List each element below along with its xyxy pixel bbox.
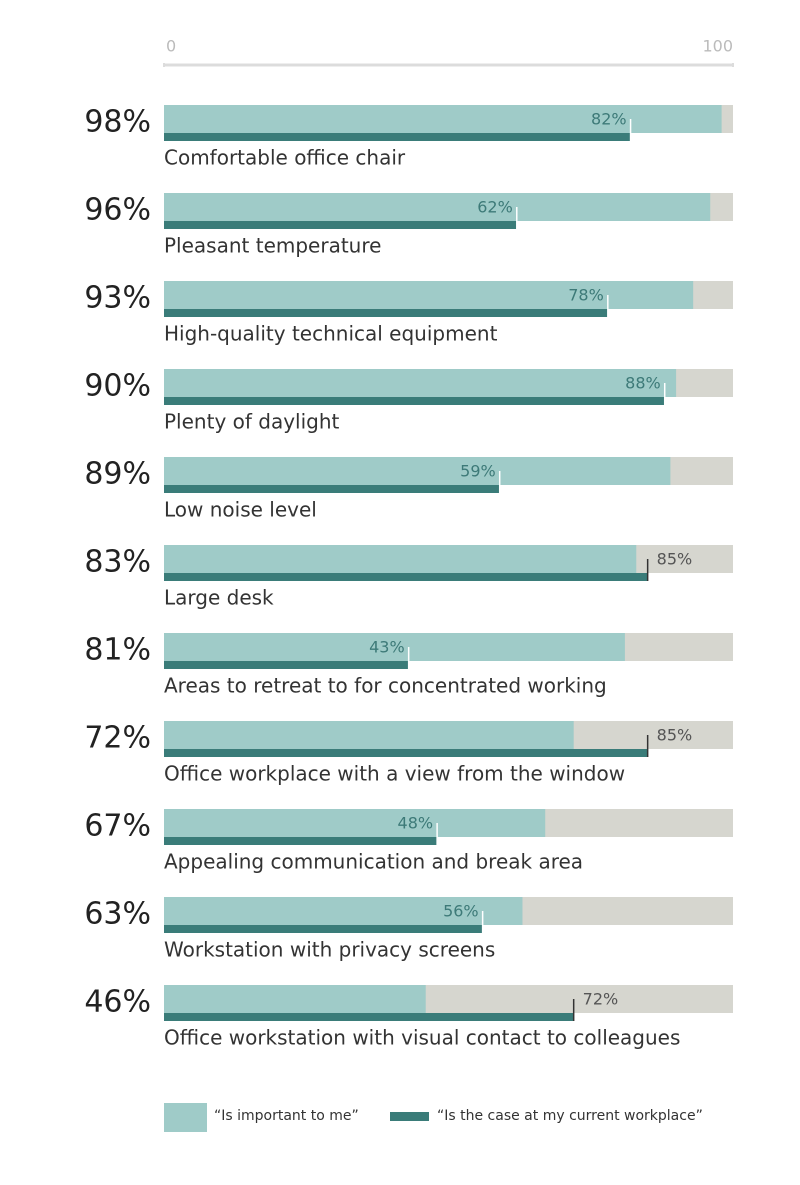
data-label: 59% bbox=[460, 462, 496, 481]
legend-swatch bbox=[164, 1103, 207, 1132]
data-label: 72% bbox=[583, 990, 619, 1009]
data-label: 82% bbox=[591, 110, 627, 129]
bar bbox=[164, 397, 665, 405]
bar bbox=[164, 1013, 574, 1021]
bar bbox=[164, 985, 426, 1013]
data-label: 85% bbox=[657, 726, 693, 745]
data-label: 43% bbox=[369, 638, 405, 657]
bar bbox=[164, 897, 523, 925]
legend-label: “Is important to me” bbox=[214, 1108, 359, 1124]
bar bbox=[164, 457, 671, 485]
data-label: 46% bbox=[84, 985, 151, 1020]
bar bbox=[164, 721, 574, 749]
bar bbox=[164, 485, 500, 493]
category-label: Plenty of daylight bbox=[164, 410, 340, 434]
data-label: 98% bbox=[84, 105, 151, 140]
category-label: Comfortable office chair bbox=[164, 146, 406, 170]
data-label: 56% bbox=[443, 902, 479, 921]
data-label: 89% bbox=[84, 457, 151, 492]
bar bbox=[164, 633, 625, 661]
data-label: 72% bbox=[84, 721, 151, 756]
bar bbox=[164, 573, 648, 581]
data-label: 83% bbox=[84, 545, 151, 580]
bar bbox=[164, 369, 677, 397]
category-label: Office workstation with visual contact t… bbox=[164, 1026, 680, 1050]
category-label: Appealing communication and break area bbox=[164, 850, 583, 874]
category-label: Low noise level bbox=[164, 498, 317, 522]
bar bbox=[164, 105, 722, 133]
x-tick-label: 0 bbox=[166, 37, 176, 56]
bar bbox=[164, 221, 517, 229]
category-label: Office workplace with a view from the wi… bbox=[164, 762, 625, 786]
bar bbox=[164, 545, 637, 573]
data-label: 67% bbox=[84, 809, 151, 844]
bar bbox=[164, 309, 608, 317]
data-label: 62% bbox=[477, 198, 513, 217]
bar bbox=[164, 809, 546, 837]
legend-swatch bbox=[390, 1112, 429, 1121]
category-label: Workstation with privacy screens bbox=[164, 938, 495, 962]
data-label: 48% bbox=[398, 814, 434, 833]
bar bbox=[164, 925, 483, 933]
data-label: 90% bbox=[84, 369, 151, 404]
category-label: Pleasant temperature bbox=[164, 234, 381, 258]
data-label: 85% bbox=[657, 550, 693, 569]
legend-label: “Is the case at my current workplace” bbox=[437, 1108, 703, 1124]
category-label: Large desk bbox=[164, 586, 274, 610]
category-label: Areas to retreat to for concentrated wor… bbox=[164, 674, 607, 698]
bar bbox=[164, 133, 631, 141]
data-label: 78% bbox=[568, 286, 604, 305]
data-label: 93% bbox=[84, 281, 151, 316]
data-label: 81% bbox=[84, 633, 151, 668]
bar bbox=[164, 281, 694, 309]
bar bbox=[164, 193, 711, 221]
x-tick-label: 100 bbox=[702, 37, 733, 56]
data-label: 88% bbox=[625, 374, 661, 393]
data-label: 63% bbox=[84, 897, 151, 932]
bar bbox=[164, 749, 648, 757]
bar bbox=[164, 661, 409, 669]
data-label: 96% bbox=[84, 193, 151, 228]
category-label: High-quality technical equipment bbox=[164, 322, 498, 346]
bar bbox=[164, 837, 438, 845]
